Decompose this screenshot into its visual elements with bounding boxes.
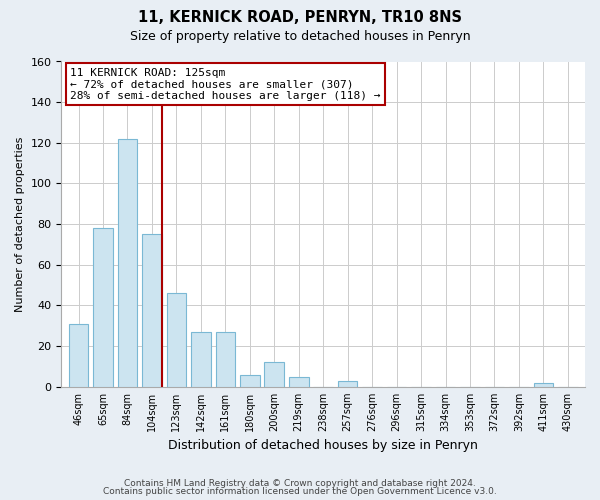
- Text: 11 KERNICK ROAD: 125sqm
← 72% of detached houses are smaller (307)
28% of semi-d: 11 KERNICK ROAD: 125sqm ← 72% of detache…: [70, 68, 380, 101]
- X-axis label: Distribution of detached houses by size in Penryn: Distribution of detached houses by size …: [168, 440, 478, 452]
- Bar: [533, 382, 553, 387]
- Bar: [142, 234, 162, 387]
- Text: Contains HM Land Registry data © Crown copyright and database right 2024.: Contains HM Land Registry data © Crown c…: [124, 478, 476, 488]
- Bar: [338, 380, 358, 387]
- Bar: [118, 139, 137, 387]
- Bar: [191, 332, 211, 387]
- Bar: [265, 362, 284, 387]
- Y-axis label: Number of detached properties: Number of detached properties: [15, 136, 25, 312]
- Text: 11, KERNICK ROAD, PENRYN, TR10 8NS: 11, KERNICK ROAD, PENRYN, TR10 8NS: [138, 10, 462, 25]
- Text: Contains public sector information licensed under the Open Government Licence v3: Contains public sector information licen…: [103, 487, 497, 496]
- Text: Size of property relative to detached houses in Penryn: Size of property relative to detached ho…: [130, 30, 470, 43]
- Bar: [289, 376, 308, 387]
- Bar: [167, 294, 186, 387]
- Bar: [69, 324, 88, 387]
- Bar: [215, 332, 235, 387]
- Bar: [240, 374, 260, 387]
- Bar: [93, 228, 113, 387]
